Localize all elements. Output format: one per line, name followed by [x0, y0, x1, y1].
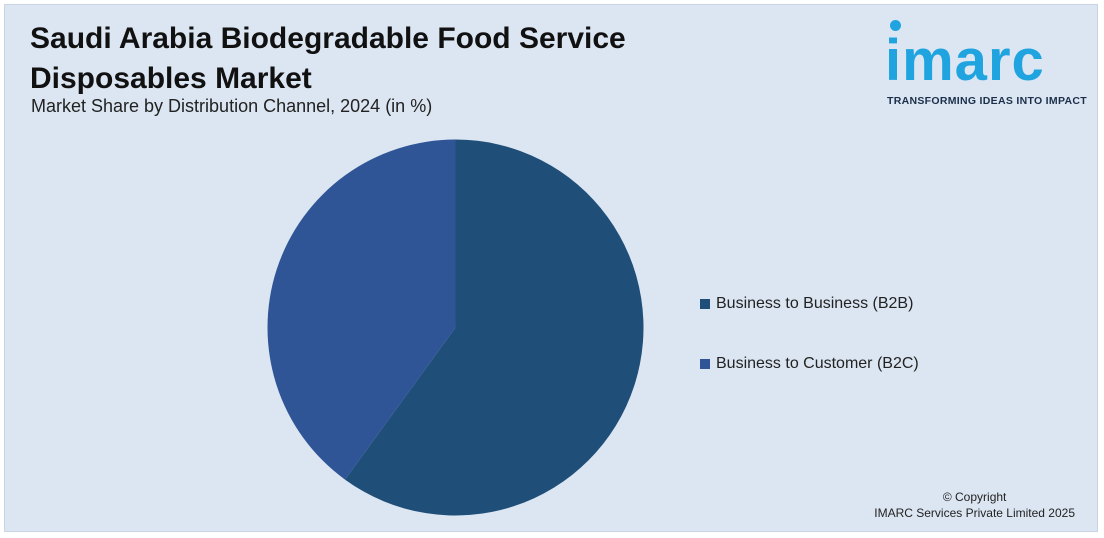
legend-label-b2c: Business to Customer (B2C)	[716, 355, 919, 372]
copyright-line-1: © Copyright	[942, 490, 1007, 504]
chart-frame: Saudi Arabia Biodegradable Food Service …	[4, 4, 1098, 532]
chart-subtitle: Market Share by Distribution Channel, 20…	[31, 96, 433, 116]
logo-tagline: TRANSFORMING IDEAS INTO IMPACT	[887, 95, 1087, 107]
legend-item-b2c: Business to Customer (B2C)	[700, 353, 919, 375]
pie-slice-b2b	[344, 139, 644, 516]
copyright-notice: © Copyright IMARC Services Private Limit…	[874, 489, 1075, 521]
legend-swatch-b2c	[700, 359, 710, 369]
pie-chart	[267, 139, 644, 516]
legend-label-b2b: Business to Business (B2B)	[716, 295, 914, 312]
copyright-line-2: IMARC Services Private Limited 2025	[874, 506, 1075, 520]
chart-title: Saudi Arabia Biodegradable Food Service …	[30, 22, 626, 95]
logo-dot-icon	[890, 20, 901, 31]
logo-wordmark: imarc	[885, 28, 1045, 93]
pie-slice-b2c	[267, 139, 456, 480]
legend-swatch-b2b	[700, 299, 710, 309]
chart-legend: Business to Business (B2B) Business to C…	[700, 293, 919, 413]
imarc-logo: imarc TRANSFORMING IDEAS INTO IMPACT	[883, 17, 1099, 112]
legend-item-b2b: Business to Business (B2B)	[700, 293, 919, 315]
